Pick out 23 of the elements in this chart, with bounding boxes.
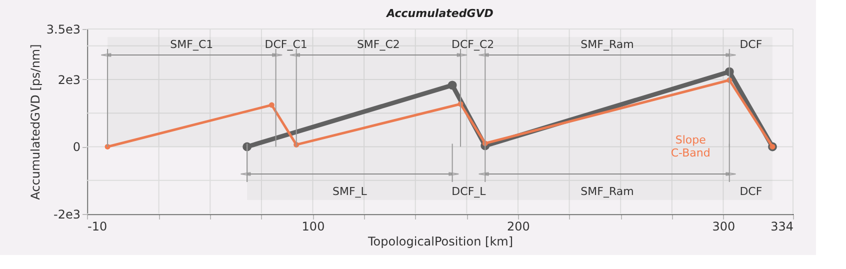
band-label: DCF_L: [452, 185, 487, 198]
y-tick-label: 2e3: [58, 72, 80, 87]
x-tick-label: -10: [88, 220, 108, 234]
x-axis-title: TopologicalPosition [km]: [366, 234, 514, 248]
x-tick-label: 200: [507, 220, 530, 234]
annotation: Slope C-Band: [670, 134, 710, 160]
x-tick-label: 100: [302, 220, 325, 234]
y-tick-label: 3.5e3: [46, 22, 80, 36]
band-label: SMF_C1: [170, 38, 214, 51]
band-label: SMF_C2: [356, 38, 400, 51]
x-tick-label: 334: [770, 220, 794, 234]
band-label: SMF_Ram: [580, 185, 634, 198]
band-label: DCF: [740, 38, 762, 51]
band-label: SMF_Ram: [580, 38, 634, 51]
band-label: DCF: [740, 185, 762, 198]
chart-title: AccumulatedGVD: [386, 7, 494, 20]
y-tick-label: -2e3: [54, 208, 80, 222]
y-axis-title: AccumulatedGVD [ps/nm]: [28, 44, 42, 200]
band-label: DCF_C1: [264, 38, 308, 51]
x-tick-label: 300: [712, 220, 736, 234]
band-label: SMF_L: [332, 185, 368, 198]
band-label: DCF_C2: [452, 38, 494, 51]
y-tick-label: 0: [72, 140, 80, 154]
